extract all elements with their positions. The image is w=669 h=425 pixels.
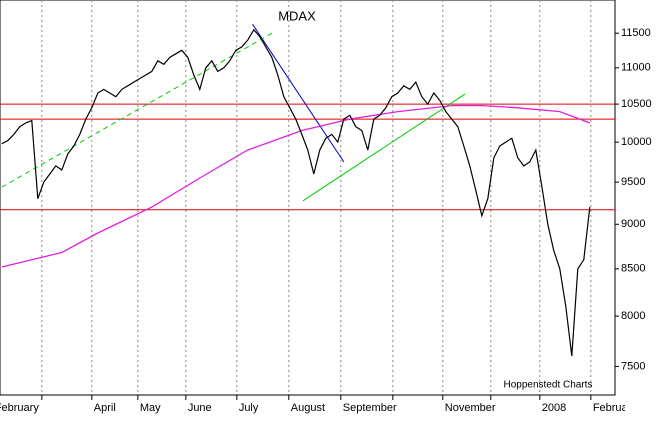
x-tick-label: April bbox=[94, 402, 116, 414]
x-labels: February April May June July August September N… bbox=[0, 395, 638, 414]
annotation: Hoppenstedt Charts bbox=[504, 380, 593, 391]
x-tick-label: August bbox=[291, 402, 325, 414]
trend-line bbox=[252, 24, 345, 163]
x-tick-label: November bbox=[445, 402, 496, 414]
y-labels: 7500 8000 8500 9000 9500 10000 10500 11000 11500 bbox=[615, 27, 652, 372]
plot-area bbox=[0, 0, 615, 395]
y-tick-label: 8000 bbox=[621, 310, 645, 322]
x-tick-label: February bbox=[0, 402, 39, 414]
plot-frame bbox=[0, 0, 616, 396]
x-tick-label: May bbox=[140, 402, 161, 414]
y-tick-label: 11500 bbox=[621, 27, 651, 39]
x-tick-label: July bbox=[239, 402, 259, 414]
price-line bbox=[1, 28, 591, 357]
trend-line bbox=[1, 32, 273, 188]
y-tick-label: 7500 bbox=[621, 360, 645, 372]
x-tick-label: February bbox=[593, 402, 638, 414]
x-tick-label: June bbox=[188, 402, 212, 414]
y-tick-label: 10500 bbox=[621, 98, 652, 110]
y-tick-label: 9000 bbox=[621, 218, 645, 230]
y-tick-label: 9500 bbox=[621, 176, 645, 188]
y-tick-label: 8500 bbox=[621, 263, 645, 275]
x-tick-label: 2008 bbox=[542, 402, 566, 414]
moving-average-line bbox=[1, 104, 591, 268]
chart-title: MDAX bbox=[278, 8, 316, 23]
x-tick-label: September bbox=[343, 402, 397, 414]
trend-line bbox=[302, 93, 466, 202]
y-tick-label: 10000 bbox=[621, 136, 652, 148]
y-tick-label: 11000 bbox=[621, 62, 651, 74]
